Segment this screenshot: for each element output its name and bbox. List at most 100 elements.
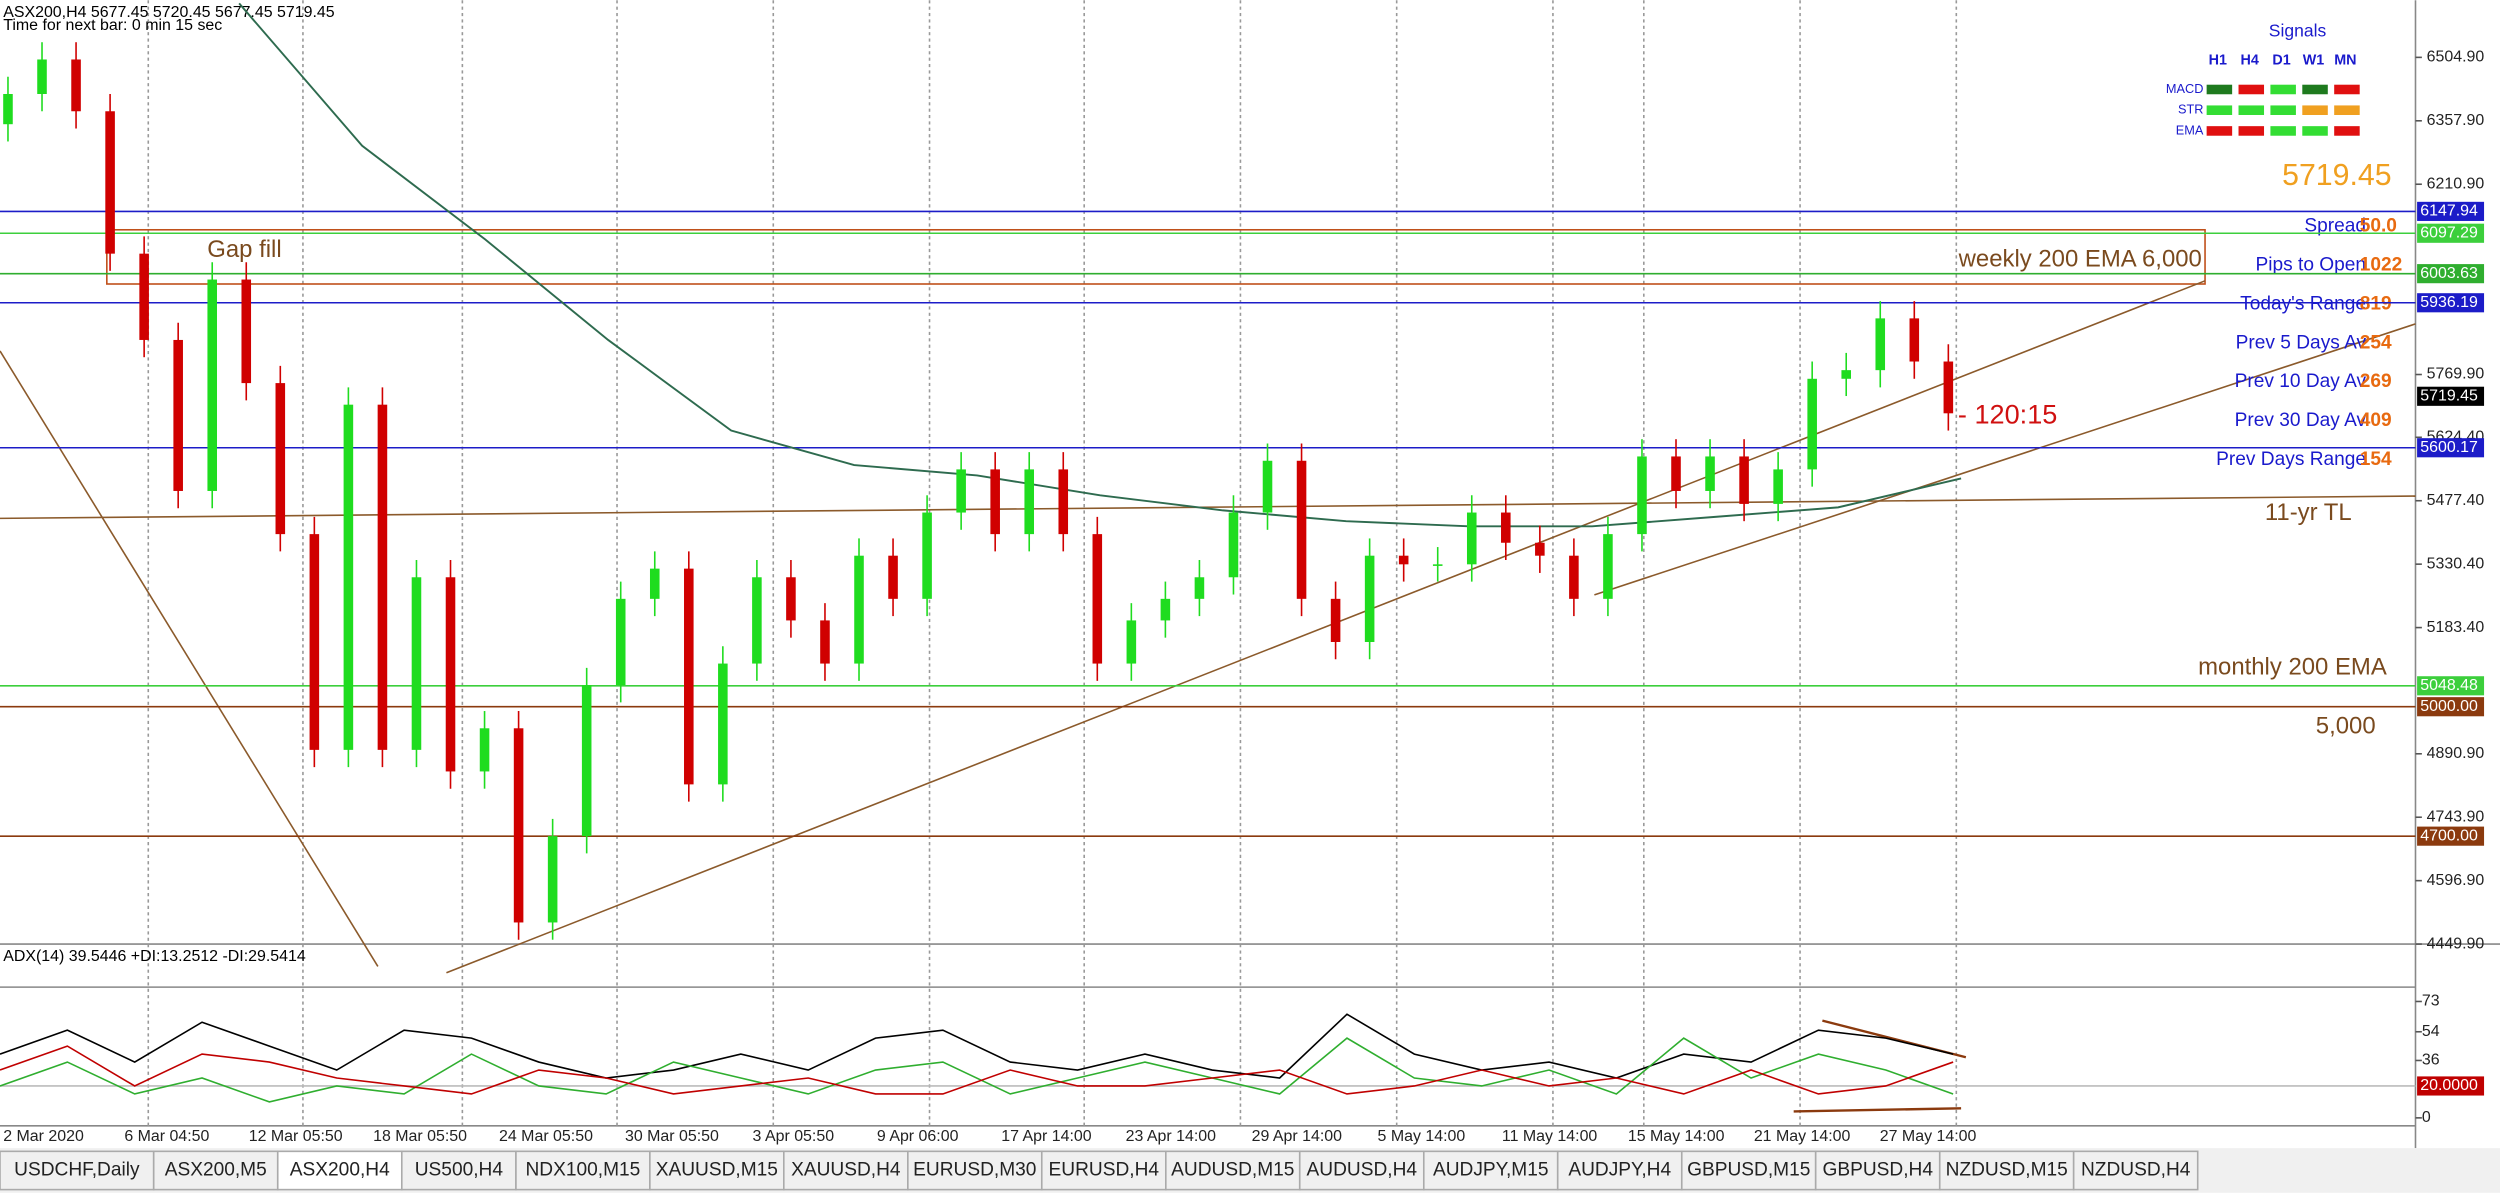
signal-column: W1 xyxy=(2303,53,2325,69)
candle-body xyxy=(1398,555,1409,565)
tab[interactable]: EURUSD,M30 xyxy=(907,1150,1043,1191)
tab[interactable]: XAUUSD,M15 xyxy=(649,1150,785,1191)
tab[interactable]: ASX200,M5 xyxy=(152,1150,279,1191)
tab[interactable]: GBPUSD,H4 xyxy=(1814,1150,1941,1191)
level-label-bg xyxy=(2417,1076,2485,1096)
tab[interactable]: NZDUSD,H4 xyxy=(2072,1150,2199,1191)
level-label: 6097.29 xyxy=(2420,224,2478,241)
y-tick-label: 6357.90 xyxy=(2427,112,2485,129)
indicator-line xyxy=(0,1013,1954,1079)
signal-cell xyxy=(2270,84,2296,95)
tab-bg xyxy=(400,1150,517,1191)
period-separators xyxy=(147,0,1958,1126)
info-value: 269 xyxy=(2360,371,2392,392)
candle-body xyxy=(1943,361,1954,414)
x-tick-label: 21 May 14:00 xyxy=(1754,1128,1851,1145)
candle-body xyxy=(888,555,898,599)
indicator-label: ADX(14) 39.5446 +DI:13.2512 -DI:29.5414 xyxy=(3,948,306,965)
y-tick-label: 6504.90 xyxy=(2427,49,2485,66)
signal-cell xyxy=(2206,126,2233,136)
candle-body xyxy=(1228,512,1239,578)
candle-body xyxy=(1637,456,1647,535)
tab-label: AUDUSD,H4 xyxy=(1307,1160,1418,1181)
x-tick-label: 2 Mar 2020 xyxy=(3,1128,84,1145)
candle-body xyxy=(956,469,966,513)
tab[interactable]: US500,H4 xyxy=(400,1150,517,1191)
level-label: 5048.48 xyxy=(2420,677,2478,694)
level-label-bg xyxy=(2417,223,2485,243)
tab-label: NZDUSD,M15 xyxy=(1946,1160,2068,1181)
y-tick-label: 4743.90 xyxy=(2427,808,2485,825)
tab[interactable]: GBPUSD,M15 xyxy=(1680,1150,1817,1191)
tab[interactable]: AUDJPY,H4 xyxy=(1556,1150,1683,1191)
level-label: 5719.45 xyxy=(2420,387,2478,404)
candle-body xyxy=(1296,460,1307,599)
tab-bg xyxy=(1938,1150,2075,1191)
x-tick-label: 6 Mar 04:50 xyxy=(124,1128,209,1145)
y-tick-label: 6210.90 xyxy=(2427,175,2485,192)
x-tick-label: 23 Apr 14:00 xyxy=(1126,1128,1217,1145)
current-price: 5719.45 xyxy=(2282,159,2391,192)
tab-bg xyxy=(1422,1150,1559,1191)
trend-line xyxy=(0,350,379,967)
signal-cell xyxy=(2334,105,2360,115)
info-value: 819 xyxy=(2360,293,2392,314)
y-tick-label: 5769.90 xyxy=(2427,366,2485,383)
level-label: 4700.00 xyxy=(2420,827,2478,844)
trend-line xyxy=(446,280,2206,974)
candle-body xyxy=(207,279,218,491)
tab[interactable]: AUDJPY,M15 xyxy=(1422,1150,1559,1191)
candle-body xyxy=(718,663,728,785)
tab-label: AUDJPY,M15 xyxy=(1433,1160,1549,1181)
tab-label: XAUUSD,H4 xyxy=(791,1160,901,1181)
tab[interactable]: NZDUSD,M15 xyxy=(1938,1150,2075,1191)
signal-cell xyxy=(2302,126,2328,136)
x-tick-label: 12 Mar 05:50 xyxy=(249,1128,343,1145)
x-tick-label: 15 May 14:00 xyxy=(1628,1128,1725,1145)
info-label: Pips to Open xyxy=(2255,255,2366,276)
candle-body xyxy=(343,404,354,750)
trend-line xyxy=(0,495,2416,520)
y-tick-label: 5330.40 xyxy=(2427,555,2485,572)
signal-row: STR xyxy=(2178,102,2204,117)
signals-title: Signals xyxy=(2269,21,2327,41)
y-tick-label: 73 xyxy=(2422,993,2440,1010)
signal-cell xyxy=(2270,126,2296,136)
tab[interactable]: AUDUSD,H4 xyxy=(1298,1150,1425,1191)
tab[interactable]: XAUUSD,H4 xyxy=(783,1150,909,1191)
candle-body xyxy=(1160,598,1171,621)
tab-bg xyxy=(1556,1150,1683,1191)
tab-label: EURUSD,M30 xyxy=(913,1160,1036,1181)
candle-body xyxy=(1194,577,1205,599)
candle-body xyxy=(786,577,796,621)
x-tick-label: 30 Mar 05:50 xyxy=(625,1128,719,1145)
tab[interactable]: AUDUSD,M15 xyxy=(1165,1150,1301,1191)
tab-label: NZDUSD,H4 xyxy=(2081,1160,2191,1181)
candle-body xyxy=(445,577,456,772)
tab[interactable]: ASX200,H4 xyxy=(276,1150,403,1191)
info-label: Prev 30 Day Av xyxy=(2235,410,2367,431)
candle-body xyxy=(1501,512,1511,543)
level-label: 6147.94 xyxy=(2420,203,2478,220)
tab[interactable]: NDX100,M15 xyxy=(515,1150,651,1191)
x-tick-label: 3 Apr 05:50 xyxy=(753,1128,835,1145)
signal-cell xyxy=(2238,126,2265,136)
candle-body xyxy=(1671,456,1681,491)
candle-body xyxy=(1909,318,1920,362)
tab[interactable]: USDCHF,Daily xyxy=(0,1150,155,1191)
tab[interactable]: EURUSD,H4 xyxy=(1040,1150,1167,1191)
y-tick-label: 54 xyxy=(2422,1023,2440,1040)
candle-body xyxy=(139,253,149,340)
candle-body xyxy=(1364,555,1375,642)
tab-bg xyxy=(1680,1150,1817,1191)
level-label-bg xyxy=(2417,697,2485,717)
candle-body xyxy=(1841,370,1852,379)
level-label: 6003.63 xyxy=(2420,265,2478,282)
info-label: Today's Range xyxy=(2240,293,2366,314)
candle-body xyxy=(1705,456,1715,491)
signal-cell xyxy=(2238,84,2265,95)
candle-body xyxy=(1092,534,1103,664)
info-label: Prev 5 Days Av xyxy=(2236,332,2367,353)
indicator-line xyxy=(0,1045,1954,1095)
